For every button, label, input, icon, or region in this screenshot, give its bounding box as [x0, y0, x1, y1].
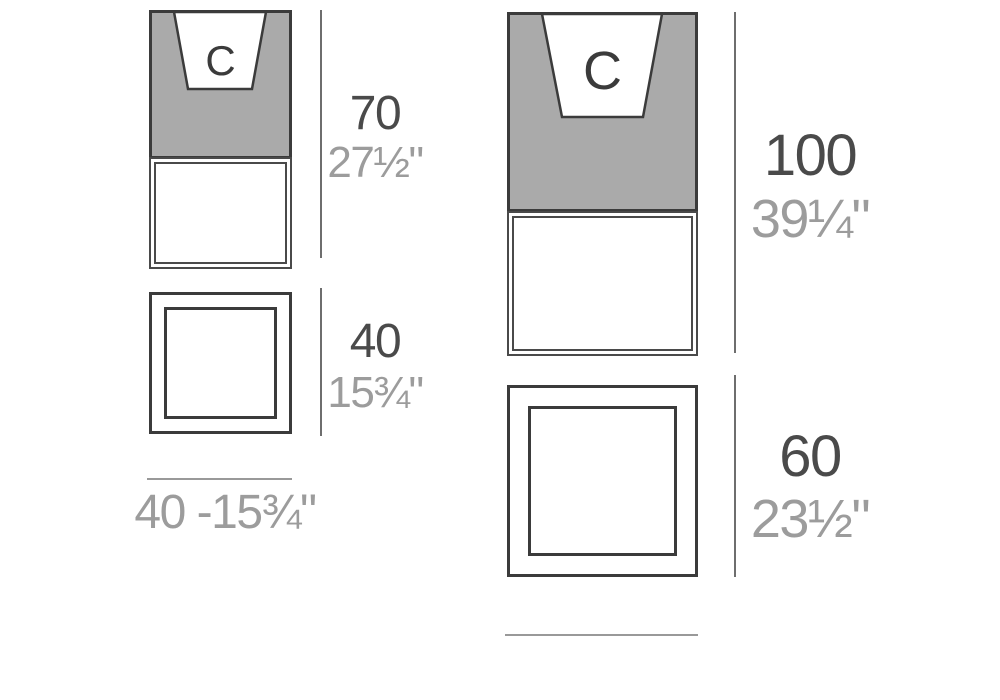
small-width-label: 40 -15¾" — [134, 486, 317, 539]
large-cavity-trapezoid — [540, 12, 664, 119]
large-top-dimension-line — [734, 375, 736, 577]
large-front-base-inner-line — [512, 216, 693, 351]
large-height-dimension-line — [734, 12, 736, 353]
small-front-base — [149, 157, 292, 269]
small-top-view-inner — [164, 307, 277, 419]
large-top-in-label: 23½" — [750, 489, 871, 549]
small-cavity-outline-svg — [172, 10, 268, 91]
large-width-dimension-line — [505, 634, 698, 636]
small-height-dimension-line — [320, 10, 322, 258]
small-width-dimension-line — [147, 478, 292, 480]
large-top-view-outer — [507, 385, 698, 577]
small-height-in-label: 27½" — [327, 138, 424, 187]
large-width-label: 60 - 23½" — [440, 648, 770, 700]
small-top-cm-label: 40 — [349, 315, 402, 368]
large-cavity-outline-svg — [540, 12, 664, 119]
small-top-dimension-line — [320, 288, 322, 436]
large-height-in-label: 39¼" — [750, 189, 871, 249]
small-front-base-inner-line — [154, 162, 287, 264]
large-top-view-inner — [528, 406, 677, 556]
large-top-cm-label: 60 — [779, 424, 842, 489]
large-logo-letter: C — [583, 41, 622, 101]
small-top-view-outer — [149, 292, 292, 434]
small-logo-letter: C — [205, 37, 235, 84]
small-top-in-label: 15¾" — [327, 368, 424, 417]
large-height-cm-label: 100 — [763, 123, 858, 188]
small-cavity-trapezoid — [172, 10, 268, 91]
small-height-cm-label: 70 — [349, 87, 402, 140]
large-front-base — [507, 211, 698, 356]
